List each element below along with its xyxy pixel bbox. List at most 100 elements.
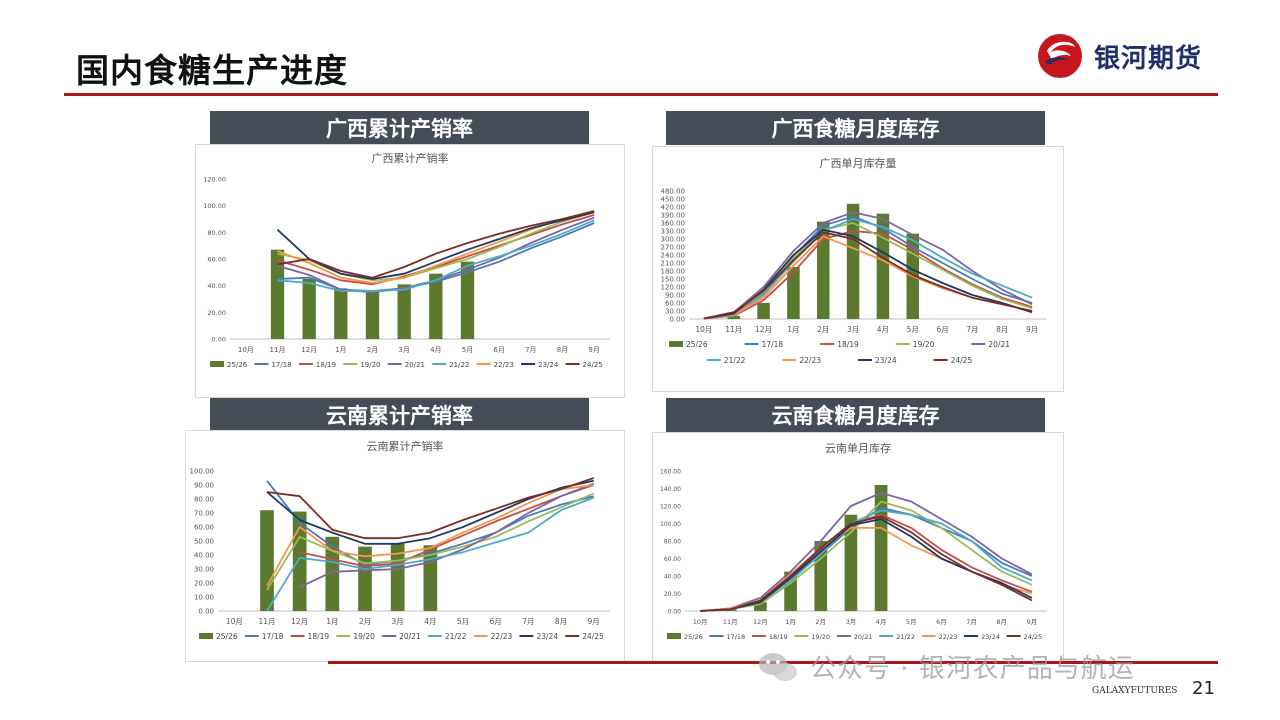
legend-label: 24/25	[583, 361, 603, 369]
x-tick-label: 6月	[936, 325, 948, 334]
x-tick-label: 11月	[723, 618, 738, 626]
y-tick-label: 90.00	[665, 292, 685, 300]
legend-label: 19/20	[811, 633, 830, 641]
legend-label: 18/19	[837, 340, 859, 349]
y-tick-label: 40.00	[207, 282, 226, 290]
x-tick-label: 7月	[522, 617, 534, 626]
line-21-22	[703, 218, 1033, 320]
bar-25-26	[757, 303, 770, 319]
x-tick-label: 1月	[335, 346, 346, 354]
legend-label: 23/24	[536, 632, 558, 641]
x-tick-label: 8月	[996, 325, 1008, 334]
logo-text: 银河期货	[1094, 44, 1203, 74]
x-tick-label: 12月	[753, 618, 768, 626]
legend-label: 24/25	[1024, 633, 1043, 641]
y-tick-label: 70.00	[194, 510, 214, 518]
legend-label: 25/26	[684, 633, 703, 641]
watermark-text: 公众号 · 银河农产品与航运	[810, 654, 1135, 684]
line-18-19	[700, 513, 1033, 612]
y-tick-label: 120.00	[661, 284, 686, 292]
line-17-18	[700, 506, 1033, 612]
banner-guangxi-inventory: 广西食糖月度库存	[666, 111, 1045, 145]
legend-label: 17/18	[762, 340, 784, 349]
line-23-24	[700, 518, 1033, 612]
page-number: 21	[1192, 678, 1215, 699]
banner-yunnan-sales-rate: 云南累计产销率	[210, 398, 589, 432]
line-20-21	[700, 492, 1033, 612]
legend-label: 20/21	[399, 632, 421, 641]
bar-25-26	[874, 485, 888, 611]
legend-label: 19/20	[913, 340, 935, 349]
legend-label: 23/24	[538, 361, 559, 369]
x-tick-label: 12月	[291, 617, 308, 626]
x-tick-label: 5月	[906, 618, 917, 626]
y-tick-label: 40.00	[664, 574, 681, 581]
x-tick-label: 9月	[1027, 618, 1038, 626]
x-tick-label: 6月	[936, 618, 947, 626]
legend-label: 19/20	[353, 632, 375, 641]
line-24-25	[277, 210, 595, 279]
y-tick-label: 0.00	[668, 609, 682, 616]
y-tick-label: 0.00	[198, 608, 214, 616]
galaxy-logo-icon	[1038, 34, 1082, 78]
x-tick-label: 11月	[725, 325, 742, 334]
bar-25-26	[727, 315, 741, 319]
y-tick-label: 140.00	[660, 486, 681, 493]
legend-label: 18/19	[316, 361, 336, 369]
legend-label: 21/22	[449, 361, 469, 369]
chart-title: 云南累计产销率	[367, 439, 444, 453]
legend-label: 24/25	[582, 632, 604, 641]
x-tick-label: 3月	[846, 618, 857, 626]
y-tick-label: 180.00	[661, 268, 686, 276]
line-20-21	[703, 211, 1033, 320]
footer-brand: GALAXYFUTURES	[1092, 686, 1178, 696]
y-tick-label: 450.00	[661, 196, 686, 204]
legend-label: 22/23	[491, 632, 513, 641]
chart-svg: 云南单月库存 0.00 20.00 40.00 60.00 80.00 100.00 120.…	[660, 441, 1047, 641]
line-19-20	[700, 500, 1033, 612]
chart-svg: 云南累计产销率 0.00 10.00 20.00 30.00 40.00 50.00 60.0…	[190, 439, 610, 641]
y-tick-label: 80.00	[194, 496, 214, 504]
page-title: 国内食糖生产进度	[76, 51, 348, 90]
y-tick-label: 0.00	[669, 316, 685, 324]
legend-label: 17/18	[726, 633, 745, 641]
bar-25-26	[325, 536, 340, 611]
y-tick-label: 360.00	[661, 220, 686, 228]
legend-label: 18/19	[769, 633, 788, 641]
bar-25-26	[460, 261, 475, 339]
bar-25-26	[365, 292, 380, 339]
x-tick-label: 4月	[424, 617, 436, 626]
legend-label: 17/18	[271, 361, 291, 369]
x-tick-label: 8月	[557, 346, 568, 354]
line-18-19	[277, 214, 595, 286]
x-tick-label: 12月	[755, 325, 772, 334]
x-tick-label: 10月	[695, 325, 712, 334]
legend-swatch	[667, 633, 681, 639]
x-tick-label: 9月	[588, 617, 600, 626]
legend-label: 25/26	[216, 632, 238, 641]
x-tick-label: 6月	[490, 617, 502, 626]
y-tick-label: 100.00	[660, 521, 681, 528]
y-tick-label: 40.00	[194, 552, 214, 560]
line-19-20	[703, 222, 1033, 320]
bar-25-26	[814, 541, 828, 611]
x-tick-label: 4月	[877, 325, 889, 334]
x-tick-label: 8月	[996, 618, 1007, 626]
y-tick-label: 80.00	[207, 229, 226, 237]
legend-label: 22/23	[799, 356, 821, 365]
legend-label: 20/21	[854, 633, 873, 641]
legend-label: 18/19	[308, 632, 330, 641]
x-tick-label: 1月	[785, 618, 796, 626]
bar-25-26	[787, 267, 800, 319]
y-tick-label: 480.00	[661, 188, 686, 196]
y-tick-label: 120.00	[660, 504, 681, 511]
x-tick-label: 7月	[966, 618, 977, 626]
line-18-19	[299, 484, 594, 568]
y-tick-label: 60.00	[665, 300, 685, 308]
banner-yunnan-inventory: 云南食糖月度库存	[666, 398, 1045, 432]
line-24-25	[703, 231, 1033, 320]
y-tick-label: 10.00	[194, 594, 214, 602]
x-tick-label: 6月	[493, 346, 504, 354]
chart-title: 广西单月库存量	[820, 156, 897, 170]
line-24-25	[266, 477, 594, 540]
